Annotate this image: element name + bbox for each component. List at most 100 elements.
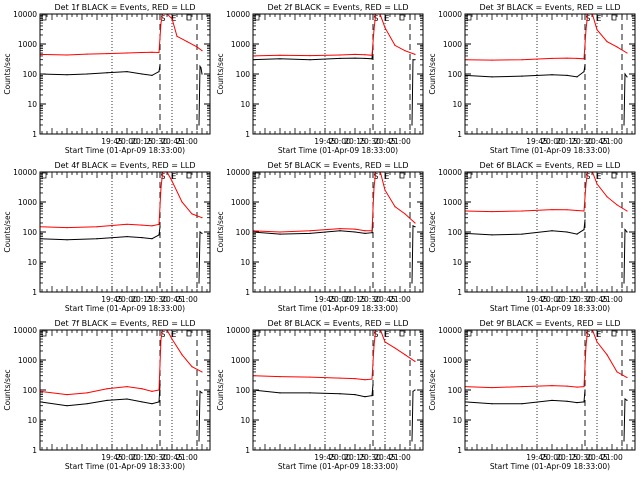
x-axis-label: Start Time (01-Apr-09 18:33:00)	[278, 462, 398, 471]
x-tick-label: 20:30	[146, 137, 168, 146]
y-axis-label: Counts/sec	[428, 369, 437, 410]
annotation-s: S	[586, 330, 591, 339]
lld-point	[354, 377, 356, 380]
lld-point	[414, 53, 416, 56]
events-point	[551, 399, 553, 402]
lld-point	[151, 51, 153, 53]
x-tick-label: 20:45	[586, 295, 608, 304]
events-point	[566, 74, 568, 76]
x-tick-label: 20:15	[344, 137, 366, 146]
events-point	[371, 395, 373, 397]
events-point	[521, 403, 523, 405]
y-tick-label: 1	[245, 130, 250, 139]
plot-frame	[252, 171, 424, 293]
x-tick-label: 20:30	[359, 453, 381, 462]
lld-point	[66, 54, 68, 56]
lld-point	[176, 35, 178, 37]
lld-point	[106, 52, 108, 55]
events-point	[279, 233, 281, 235]
events-point	[126, 236, 128, 238]
x-tick-label: 20:30	[146, 295, 168, 304]
events-point	[159, 226, 161, 228]
events-point	[151, 74, 153, 76]
events-point	[364, 396, 366, 398]
lld-point	[591, 12, 592, 13]
x-tick-label: 20:45	[586, 137, 608, 146]
lld-point	[596, 183, 598, 185]
events-point	[141, 401, 143, 403]
events-point	[584, 389, 586, 391]
lld-point	[576, 386, 578, 388]
events-point	[159, 64, 161, 66]
events-point	[309, 392, 311, 394]
events-point	[126, 71, 128, 73]
lld-point	[626, 52, 628, 54]
x-tick-label: 20:00	[329, 137, 351, 146]
y-tick-label: 10	[27, 258, 37, 267]
corner-marker-right	[399, 330, 405, 337]
panel-title: Det 2f BLACK = Events, RED = LLD	[267, 3, 408, 12]
lld-point	[364, 54, 366, 56]
x-tick-label: 20:15	[556, 137, 578, 146]
x-tick-label: 20:45	[374, 295, 396, 304]
lld-point	[181, 354, 183, 356]
lld-point	[371, 54, 373, 56]
y-axis-label: Counts/sec	[216, 369, 225, 410]
events-point	[66, 239, 68, 241]
y-tick-label: 10000	[13, 168, 37, 177]
series-events-line	[623, 398, 628, 442]
events-point	[412, 390, 414, 392]
lld-point	[585, 29, 587, 31]
y-tick-label: 1	[32, 446, 37, 455]
events-point	[491, 234, 493, 236]
lld-point	[364, 230, 366, 232]
lld-point	[158, 51, 160, 54]
events-point	[624, 73, 626, 75]
series-lld-line	[253, 330, 416, 381]
lld-point	[551, 208, 553, 211]
lld-point	[339, 377, 341, 379]
corner-marker-left	[466, 172, 472, 179]
series-lld-line	[253, 14, 416, 57]
y-tick-label: 10000	[226, 10, 250, 19]
series-events-line	[623, 72, 628, 126]
events-point	[201, 73, 203, 75]
corner-marker-right	[399, 14, 405, 21]
lld-point	[414, 360, 416, 362]
series-lld-line	[40, 330, 203, 396]
lld-point	[171, 18, 173, 20]
y-tick-label: 10000	[13, 10, 37, 19]
events-point	[411, 282, 413, 284]
corner-marker-left	[41, 14, 47, 21]
y-tick-label: 1	[457, 130, 462, 139]
events-point	[198, 124, 200, 126]
lld-point	[491, 59, 493, 61]
y-axis-label: Counts/sec	[216, 53, 225, 94]
y-tick-label: 10	[452, 258, 462, 267]
series-lld-line	[40, 172, 203, 229]
plot-frame	[464, 171, 636, 293]
lld-point	[583, 58, 585, 60]
y-tick-label: 1	[32, 130, 37, 139]
events-point	[158, 234, 160, 236]
lld-point	[141, 224, 143, 226]
lld-point	[521, 59, 523, 61]
lld-point	[106, 388, 108, 390]
x-tick-label: 19:45	[526, 137, 548, 146]
lld-point	[158, 223, 160, 225]
y-axis-label: Counts/sec	[3, 53, 12, 94]
x-tick-label: 20:15	[344, 295, 366, 304]
panel-title: Det 4f BLACK = Events, RED = LLD	[54, 161, 195, 170]
y-axis-label: Counts/sec	[216, 211, 225, 252]
annotation-e: E	[172, 330, 177, 339]
y-tick-label: 10000	[226, 326, 250, 335]
events-point	[309, 232, 311, 234]
series-lld-line	[253, 172, 416, 233]
events-point	[491, 403, 493, 405]
series-lld-line	[40, 14, 203, 56]
x-tick-label: 19:45	[314, 453, 336, 462]
events-point	[86, 403, 88, 405]
lld-point	[151, 225, 153, 227]
x-tick-label: 20:00	[116, 453, 138, 462]
lld-point	[181, 201, 183, 203]
